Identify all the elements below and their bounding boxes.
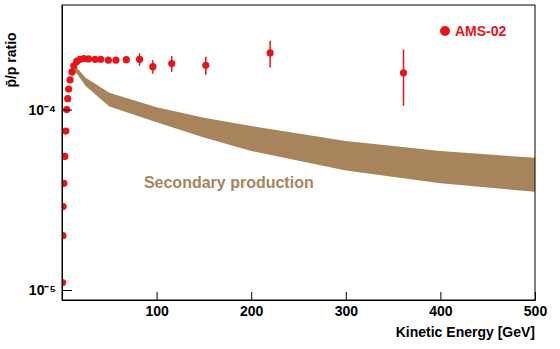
x-tick-label: 500: [524, 303, 548, 319]
chart: 100 200 300 400 500 10⁻⁵ 10⁻⁴ Secondary product…: [0, 0, 560, 349]
data-point: [64, 95, 71, 102]
data-point: [400, 69, 407, 76]
legend-label: AMS-02: [455, 23, 507, 39]
plot: 100 200 300 400 500 10⁻⁵ 10⁻⁴ Secondary product…: [29, 5, 548, 319]
data-point: [123, 56, 130, 63]
y-tick-label: 10⁻⁴: [29, 102, 57, 118]
x-axis-title: Kinetic Energy [GeV]: [396, 324, 535, 340]
marks: [62, 41, 535, 286]
y-tick-mark: [62, 290, 72, 291]
x-tick: 300: [335, 292, 359, 319]
data-point: [62, 127, 69, 134]
plot-frame: [62, 5, 535, 300]
data-point: [97, 56, 104, 63]
data-point: [267, 49, 274, 56]
x-tick-mark: [440, 292, 441, 300]
band-label: Secondary production: [144, 174, 314, 191]
data-point: [112, 57, 119, 64]
y-axis-line: [62, 6, 63, 301]
y-tick-mark: [62, 110, 72, 111]
y-axis-title: p̄/p ratio: [3, 32, 19, 87]
legend-marker: [440, 26, 450, 36]
x-tick-label: 300: [335, 303, 359, 319]
x-tick: 400: [429, 292, 453, 319]
x-tick-label: 200: [240, 303, 264, 319]
y-axis: 10⁻⁵ 10⁻⁴: [29, 6, 73, 301]
data-point: [66, 76, 73, 83]
x-tick: 100: [145, 292, 169, 319]
y-tick: 10⁻⁵: [29, 282, 72, 298]
x-axis-line: [63, 300, 536, 301]
x-tick: 500: [524, 292, 548, 319]
data-point: [105, 57, 112, 64]
error-bar: [403, 50, 405, 106]
data-point: [65, 85, 72, 92]
x-tick-label: 100: [145, 303, 169, 319]
y-tick: 10⁻⁴: [29, 102, 73, 118]
band: [71, 67, 535, 192]
data-point: [136, 56, 143, 63]
legend: AMS-02: [440, 23, 507, 39]
data-point: [202, 62, 209, 69]
x-tick-mark: [251, 292, 252, 300]
x-tick-mark: [157, 292, 158, 300]
x-tick-label: 400: [429, 303, 453, 319]
x-axis: 100 200 300 400 500: [63, 292, 548, 319]
data-point: [168, 60, 175, 67]
x-tick-mark: [535, 292, 536, 300]
y-tick-label: 10⁻⁵: [29, 282, 56, 298]
x-tick-mark: [346, 292, 347, 300]
data-point: [149, 63, 156, 70]
data-point: [85, 55, 92, 62]
x-tick: 200: [240, 292, 264, 319]
